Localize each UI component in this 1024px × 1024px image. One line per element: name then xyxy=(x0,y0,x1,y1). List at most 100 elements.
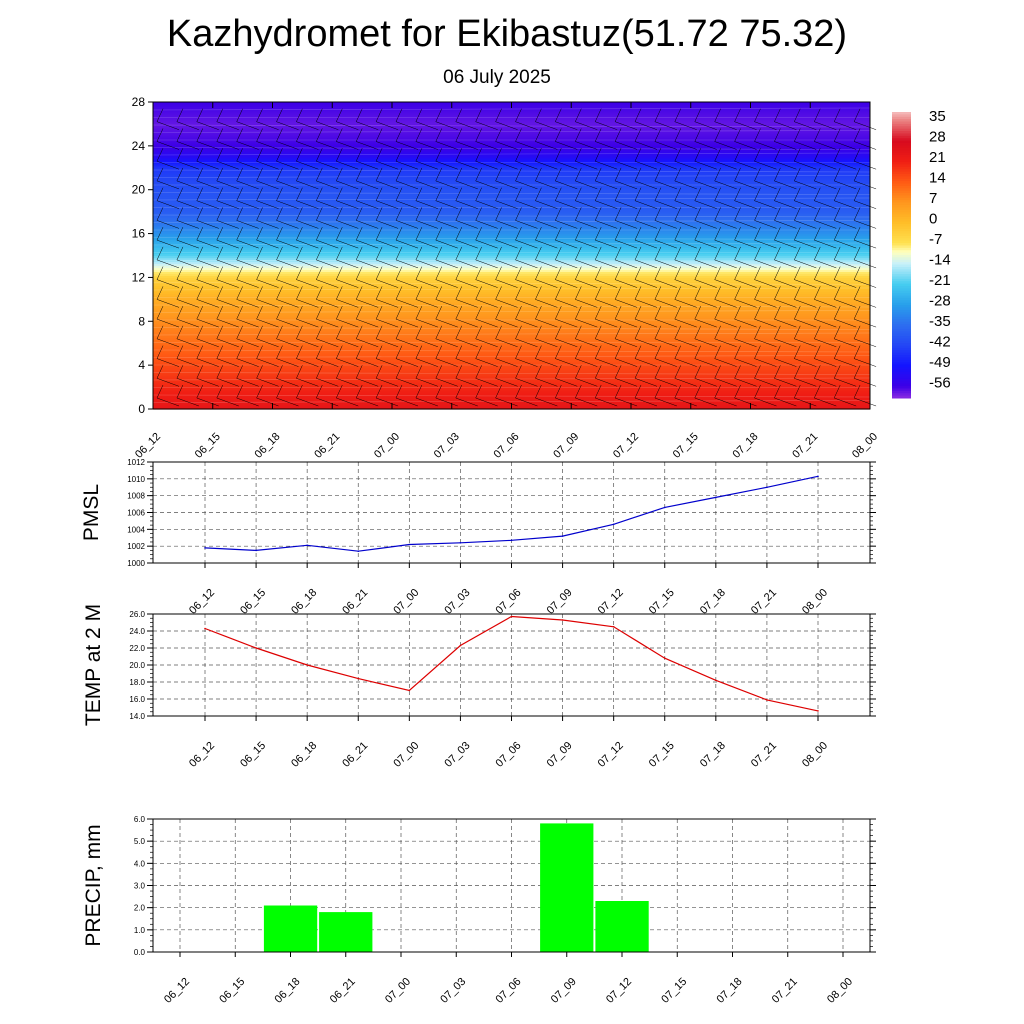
colorbar-segment xyxy=(892,197,911,201)
wind-barb xyxy=(834,397,857,407)
wind-barb xyxy=(734,239,757,249)
colorbar-segment xyxy=(892,112,911,115)
wind-barb xyxy=(774,358,797,367)
wind-barb xyxy=(654,246,662,261)
wind-barb xyxy=(555,187,562,201)
wind-barb xyxy=(654,325,662,339)
x-tick-label: 07_09 xyxy=(549,976,579,1006)
wind-barb xyxy=(654,167,662,182)
wind-barb xyxy=(296,266,303,280)
wind-barb xyxy=(754,239,777,249)
wind-barb xyxy=(336,259,359,269)
wind-barb xyxy=(356,160,379,170)
colorbar-segment xyxy=(892,321,911,325)
wind-barb xyxy=(196,358,219,367)
wind-barb xyxy=(395,259,419,269)
wind-barb xyxy=(834,239,857,249)
wind-barb xyxy=(316,338,339,348)
wind-barb xyxy=(555,200,578,209)
colorbar-segment xyxy=(892,214,911,218)
wind-barb xyxy=(575,239,598,249)
temperature-contour xyxy=(152,175,871,178)
wind-barb xyxy=(694,180,717,190)
wind-barb xyxy=(575,365,582,379)
wind-barb xyxy=(674,128,682,142)
temperature-band xyxy=(153,137,870,141)
wind-barb xyxy=(336,397,359,407)
x-tick-label: 07_00 xyxy=(383,976,413,1006)
wind-barb xyxy=(634,167,642,182)
wind-barb xyxy=(515,200,538,209)
temperature-band xyxy=(153,353,870,356)
y-axis-label: PRECIP, mm xyxy=(82,824,105,946)
wind-barb xyxy=(395,200,419,209)
temperature-band xyxy=(153,385,870,388)
wind-barb xyxy=(156,358,180,367)
wind-barb xyxy=(794,200,817,209)
temperature-band xyxy=(153,401,870,404)
temperature-band xyxy=(153,285,870,288)
wind-barb xyxy=(176,286,184,300)
x-tick-label: 07_18 xyxy=(698,587,728,617)
wind-barb xyxy=(714,378,737,387)
wind-barb xyxy=(475,299,498,308)
wind-barb xyxy=(475,397,498,407)
wind-barb xyxy=(355,345,363,359)
colorbar-segment xyxy=(892,276,911,280)
temperature-band xyxy=(153,177,870,181)
wind-barb xyxy=(156,121,180,130)
wind-barb xyxy=(495,200,518,209)
wind-barb xyxy=(455,160,478,170)
temperature-band xyxy=(153,121,870,125)
wind-barb xyxy=(615,220,638,229)
wind-barb xyxy=(196,259,219,269)
wind-barb xyxy=(833,187,841,201)
wind-barb xyxy=(694,397,717,407)
wind-barb xyxy=(754,160,777,170)
colorbar-segment xyxy=(892,181,911,184)
wind-barb xyxy=(834,141,857,150)
wind-barb xyxy=(854,378,877,387)
wind-barb xyxy=(774,318,797,328)
wind-barb xyxy=(694,305,702,320)
colorbar-segment xyxy=(892,331,911,335)
wind-barb xyxy=(614,246,622,261)
wind-barb xyxy=(634,226,642,241)
wind-barb xyxy=(594,365,602,379)
wind-barb xyxy=(216,148,224,162)
wind-barb xyxy=(376,141,399,150)
wind-barb xyxy=(694,246,702,261)
wind-barb xyxy=(515,226,522,241)
colorbar-segment xyxy=(892,185,911,189)
wind-barb xyxy=(216,220,239,229)
wind-barb xyxy=(336,200,359,209)
wind-barb xyxy=(256,246,263,261)
wind-barb xyxy=(794,121,817,130)
x-tick-label: 07_21 xyxy=(770,976,800,1006)
x-tick-label: 07_06 xyxy=(494,976,524,1006)
colorbar-segment xyxy=(892,302,911,306)
wind-barb xyxy=(515,286,522,300)
wind-barb xyxy=(615,160,638,170)
wind-barb xyxy=(535,286,542,300)
wind-barb xyxy=(276,167,283,182)
wind-barb xyxy=(435,148,443,162)
wind-barb xyxy=(356,358,379,367)
wind-barb xyxy=(216,121,239,130)
wind-barb xyxy=(475,187,482,201)
wind-barb xyxy=(754,180,777,190)
wind-barb xyxy=(634,325,642,339)
wind-barb xyxy=(734,338,757,348)
wind-barb xyxy=(734,148,741,162)
temperature-band xyxy=(153,373,870,376)
wind-barb xyxy=(515,318,538,328)
wind-barb xyxy=(455,239,478,249)
wind-barb xyxy=(316,286,323,300)
wind-barb xyxy=(415,160,438,170)
temperature-band xyxy=(153,341,870,344)
wind-barb xyxy=(794,167,801,182)
colorbar-segment xyxy=(892,307,911,311)
wind-barb xyxy=(216,160,239,170)
wind-barb xyxy=(455,338,478,348)
wind-barb xyxy=(575,180,598,190)
